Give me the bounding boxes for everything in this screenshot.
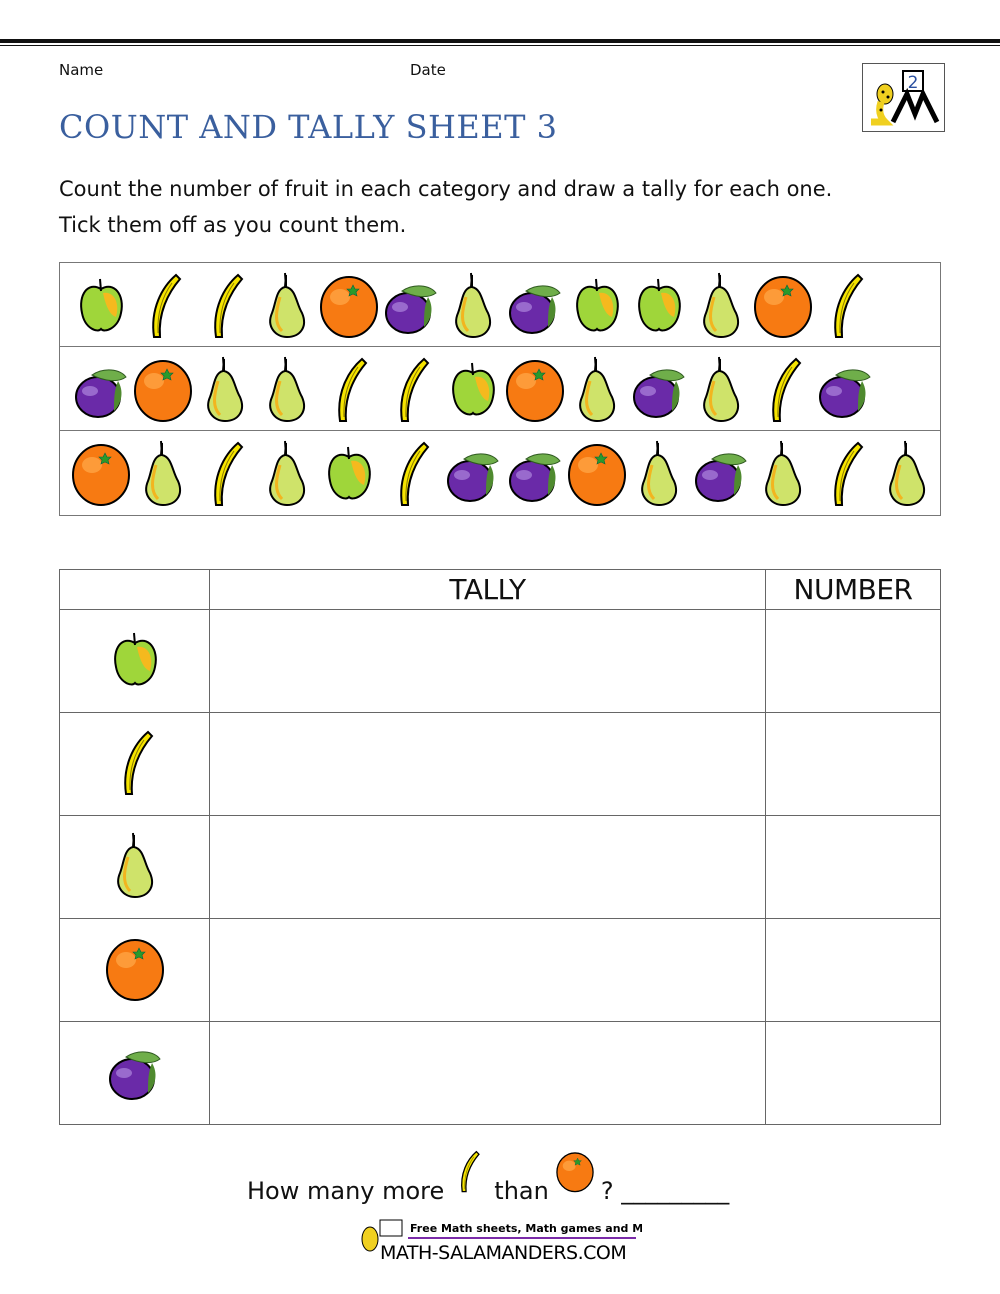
tally-cell[interactable] bbox=[209, 918, 766, 1022]
apple-icon bbox=[576, 278, 619, 331]
plum-icon bbox=[75, 369, 127, 418]
svg-text:2: 2 bbox=[908, 73, 919, 93]
tally-cell[interactable] bbox=[209, 712, 766, 816]
number-cell[interactable] bbox=[765, 609, 941, 713]
orange-icon bbox=[568, 444, 626, 506]
tally-row-pear bbox=[59, 815, 941, 919]
banana-icon bbox=[461, 1150, 481, 1193]
instruction-line-1: Count the number of fruit in each catego… bbox=[59, 177, 833, 201]
banana-icon bbox=[400, 357, 430, 422]
pear-icon bbox=[269, 356, 306, 422]
apple-icon bbox=[80, 278, 123, 331]
header-number: NUMBER bbox=[765, 569, 941, 610]
pear-icon bbox=[116, 832, 153, 899]
orange-icon bbox=[134, 359, 192, 422]
orange-icon bbox=[105, 939, 164, 1001]
fruit-cell bbox=[59, 918, 210, 1022]
fruit-row-3 bbox=[60, 431, 940, 515]
top-rule bbox=[0, 39, 1000, 43]
question-text-2: than bbox=[494, 1177, 549, 1205]
banana-icon bbox=[834, 441, 864, 506]
apple-icon bbox=[113, 632, 157, 686]
banana-icon bbox=[400, 441, 430, 506]
footer-logo: Free Math sheets, Math games and Math he… bbox=[358, 1217, 695, 1265]
tally-cell[interactable] bbox=[209, 815, 766, 919]
pear-icon bbox=[765, 440, 802, 507]
pear-icon bbox=[455, 272, 492, 338]
apple-icon bbox=[638, 278, 681, 331]
tally-row-plum bbox=[59, 1021, 941, 1125]
banana-icon bbox=[214, 441, 244, 506]
plum-icon bbox=[447, 453, 499, 502]
banana-icon bbox=[772, 357, 802, 422]
plum-icon bbox=[108, 1051, 161, 1100]
number-cell[interactable] bbox=[765, 918, 941, 1022]
pear-icon bbox=[703, 356, 740, 422]
tally-row-banana bbox=[59, 712, 941, 816]
fruit-cell bbox=[59, 1021, 210, 1125]
pear-icon bbox=[207, 356, 244, 422]
banana-icon bbox=[834, 273, 864, 338]
question: How many more than ? _________ bbox=[247, 1145, 729, 1205]
fruit-row-1 bbox=[60, 263, 940, 347]
pear-icon bbox=[579, 356, 616, 422]
plum-icon bbox=[695, 453, 747, 502]
plum-icon bbox=[819, 369, 871, 418]
instruction-line-2: Tick them off as you count them. bbox=[59, 213, 407, 237]
banana-icon bbox=[152, 273, 182, 338]
pear-icon bbox=[145, 440, 182, 507]
apple-icon bbox=[328, 446, 371, 500]
grade-logo: 2 bbox=[862, 63, 945, 132]
svg-text:MATH-SALAMANDERS.COM: MATH-SALAMANDERS.COM bbox=[380, 1242, 626, 1264]
pear-icon bbox=[889, 440, 926, 507]
top-rule-thin bbox=[0, 45, 1000, 46]
tally-table: TALLY NUMBER bbox=[59, 569, 941, 1125]
orange-icon bbox=[506, 359, 564, 422]
orange-icon bbox=[556, 1152, 594, 1193]
banana-icon bbox=[123, 730, 153, 795]
svg-text:Free Math sheets, Math games a: Free Math sheets, Math games and Math he… bbox=[410, 1222, 642, 1235]
name-label: Name bbox=[59, 61, 104, 79]
number-cell[interactable] bbox=[765, 712, 941, 816]
page-title: COUNT AND TALLY SHEET 3 bbox=[59, 108, 558, 146]
orange-icon bbox=[320, 275, 378, 338]
plum-icon bbox=[633, 369, 685, 418]
banana-icon bbox=[338, 357, 368, 422]
pear-icon bbox=[703, 272, 740, 338]
tally-cell[interactable] bbox=[209, 609, 766, 713]
orange-icon bbox=[72, 444, 130, 506]
header-fruit bbox=[59, 569, 210, 610]
banana-icon bbox=[214, 273, 244, 338]
fruit-cell bbox=[59, 712, 210, 816]
fruit-grid bbox=[59, 262, 941, 516]
plum-icon bbox=[509, 285, 561, 334]
orange-icon bbox=[754, 275, 812, 338]
date-label: Date bbox=[410, 61, 446, 79]
fruit-cell bbox=[59, 609, 210, 713]
question-text-1: How many more bbox=[247, 1177, 445, 1205]
number-cell[interactable] bbox=[765, 1021, 941, 1125]
plum-icon bbox=[385, 285, 437, 334]
header-tally: TALLY bbox=[209, 569, 766, 610]
tally-row-orange bbox=[59, 918, 941, 1022]
apple-icon bbox=[452, 362, 495, 415]
answer-blank[interactable]: ? _________ bbox=[600, 1177, 730, 1205]
pear-icon bbox=[269, 440, 306, 507]
tally-row-apple bbox=[59, 609, 941, 713]
fruit-row-2 bbox=[60, 347, 940, 431]
number-cell[interactable] bbox=[765, 815, 941, 919]
tally-cell[interactable] bbox=[209, 1021, 766, 1125]
plum-icon bbox=[509, 453, 561, 502]
pear-icon bbox=[269, 272, 306, 338]
fruit-cell bbox=[59, 815, 210, 919]
pear-icon bbox=[641, 440, 678, 507]
